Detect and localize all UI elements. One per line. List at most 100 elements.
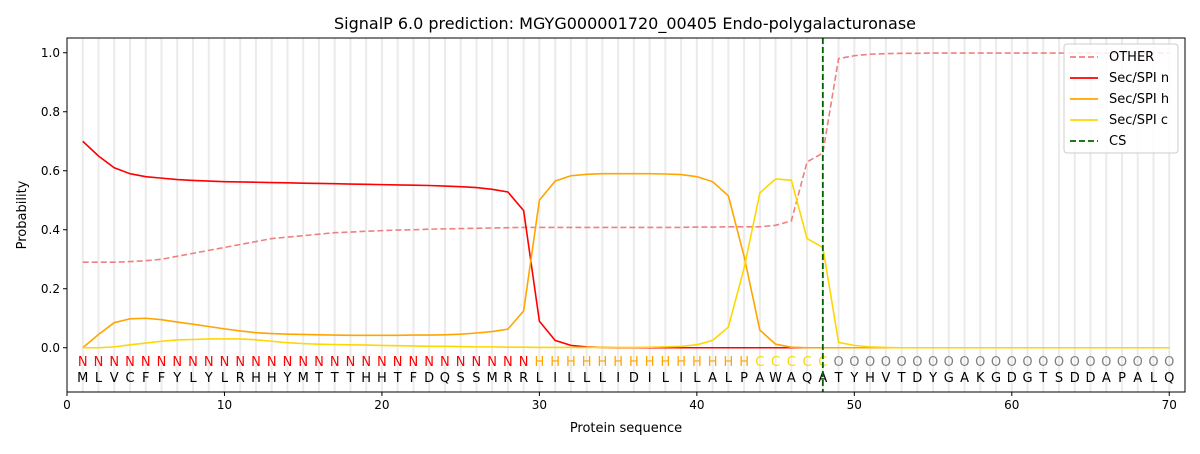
region-label: O [1070, 355, 1080, 370]
residue-label: L [536, 371, 544, 386]
region-label: N [393, 355, 403, 370]
residue-label: L [95, 371, 103, 386]
residue-label: H [377, 371, 387, 386]
residue-label: L [599, 371, 607, 386]
residue-label: D [424, 371, 434, 386]
residue-label: Y [204, 371, 213, 386]
region-label: O [944, 355, 954, 370]
series-line-sec-spi-c [82, 178, 1170, 349]
region-label: H [566, 355, 576, 370]
region-label: C [771, 355, 780, 370]
region-label: H [676, 355, 686, 370]
residue-label: L [725, 371, 733, 386]
residue-label: D [1007, 371, 1017, 386]
residue-label: A [708, 371, 717, 386]
region-label: N [314, 355, 324, 370]
residue-label: T [834, 371, 843, 386]
x-axis-label: Protein sequence [570, 421, 682, 436]
legend-label: Sec/SPI n [1109, 71, 1169, 86]
legend: OTHER Sec/SPI n Sec/SPI h Sec/SPI c CS [1063, 43, 1179, 154]
legend-label: Sec/SPI c [1109, 113, 1168, 128]
region-label: N [456, 355, 466, 370]
region-label: C [755, 355, 764, 370]
residue-label: Y [928, 371, 937, 386]
region-label: O [991, 355, 1001, 370]
residue-label: A [787, 371, 796, 386]
region-label: N [519, 355, 529, 370]
region-label: N [78, 355, 88, 370]
region-label: N [440, 355, 450, 370]
region-label: N [330, 355, 340, 370]
region-label: N [361, 355, 371, 370]
region-label: N [94, 355, 104, 370]
residue-label: I [679, 371, 683, 386]
residue-label: A [960, 371, 969, 386]
residue-label: S [457, 371, 465, 386]
region-label: O [896, 355, 906, 370]
residue-label: M [298, 371, 309, 386]
region-label: H [645, 355, 655, 370]
residue-label: D [1070, 371, 1080, 386]
region-label: H [582, 355, 592, 370]
region-label: N [424, 355, 434, 370]
region-label: H [613, 355, 623, 370]
region-label: O [849, 355, 859, 370]
residue-label: P [740, 371, 748, 386]
region-label: C [787, 355, 796, 370]
residue-label: T [393, 371, 402, 386]
residue-label: H [865, 371, 875, 386]
region-label: N [472, 355, 482, 370]
region-label: N [204, 355, 214, 370]
region-label: H [535, 355, 545, 370]
region-label: O [959, 355, 969, 370]
region-label: O [1007, 355, 1017, 370]
residue-label: W [769, 371, 782, 386]
region-label: H [629, 355, 639, 370]
residue-label: S [1055, 371, 1063, 386]
region-label: H [550, 355, 560, 370]
region-label: N [172, 355, 182, 370]
residue-label: L [189, 371, 197, 386]
residue-label: F [142, 371, 149, 386]
residue-label: A [1102, 371, 1111, 386]
residue-label: D [629, 371, 639, 386]
residue-label: R [503, 371, 512, 386]
region-label: O [1038, 355, 1048, 370]
region-label: N [157, 355, 167, 370]
region-label: O [1101, 355, 1111, 370]
y-tick-label: 0.2 [41, 282, 60, 296]
residue-label: H [251, 371, 261, 386]
region-label: O [1022, 355, 1032, 370]
residue-label: D [1086, 371, 1096, 386]
region-label: N [235, 355, 245, 370]
residue-label: Y [282, 371, 291, 386]
x-tick-label: 0 [63, 398, 71, 412]
region-label: O [881, 355, 891, 370]
series-line-sec-spi-n [82, 140, 1170, 349]
region-label: H [708, 355, 718, 370]
region-label: N [125, 355, 135, 370]
region-label: O [928, 355, 938, 370]
residue-label: Q [440, 371, 450, 386]
region-label: O [1164, 355, 1174, 370]
region-label: N [109, 355, 119, 370]
region-label: O [975, 355, 985, 370]
residue-label: T [314, 371, 323, 386]
region-label: N [188, 355, 198, 370]
region-label: N [298, 355, 308, 370]
region-label: O [1085, 355, 1095, 370]
residue-label: Q [1164, 371, 1174, 386]
residue-label: L [567, 371, 575, 386]
residue-label: A [755, 371, 764, 386]
x-tick-label: 40 [689, 398, 704, 412]
residue-label: P [1118, 371, 1126, 386]
residue-label: I [616, 371, 620, 386]
region-label: N [141, 355, 151, 370]
chart-title: SignalP 6.0 prediction: MGYG000001720_00… [334, 14, 916, 34]
x-tick-label: 10 [217, 398, 232, 412]
residue-label: K [976, 371, 985, 386]
residue-label: A [818, 371, 827, 386]
region-label: N [503, 355, 513, 370]
residue-label: H [267, 371, 277, 386]
